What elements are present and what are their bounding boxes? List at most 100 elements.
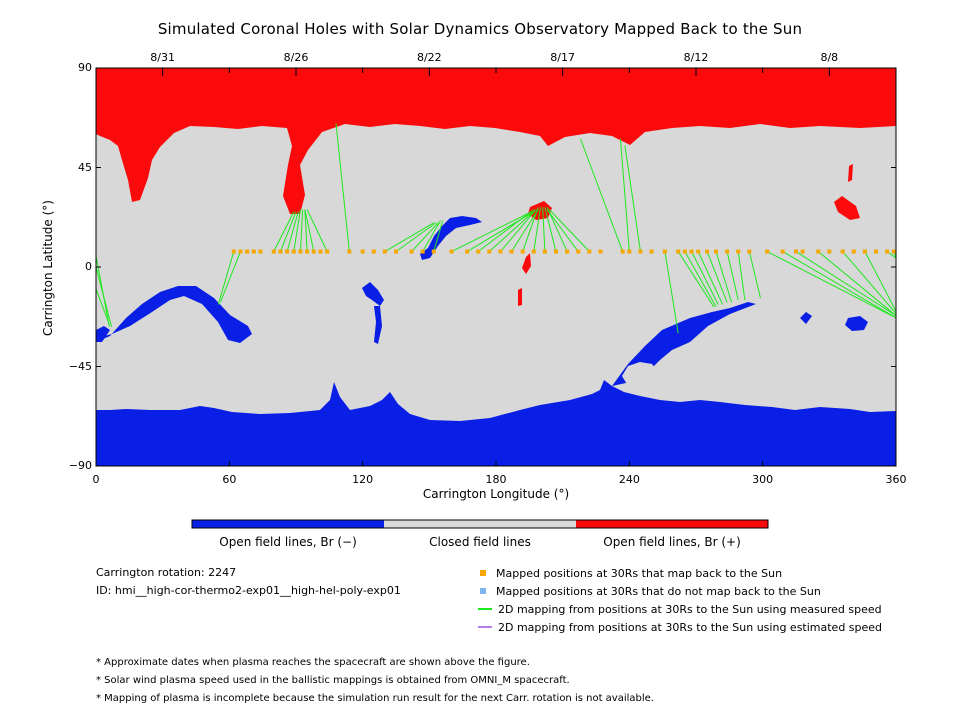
run-id: ID: hmi__high-cor-thermo2-exp01__high-he… xyxy=(96,584,401,597)
mapping-line xyxy=(511,209,539,252)
mapping-line xyxy=(95,288,110,325)
mapped-point xyxy=(231,249,236,254)
mapped-point xyxy=(714,249,718,254)
date-tick-label: 8/8 xyxy=(820,51,839,64)
mapped-point xyxy=(449,249,454,254)
note-incomplete: * Mapping of plasma is incomplete becaus… xyxy=(96,693,654,704)
mapped-point xyxy=(394,249,398,254)
legend-estimated: 2D mapping from positions at 30Rs to the… xyxy=(478,619,882,635)
x-tick-label: 300 xyxy=(752,473,774,486)
note-dates: * Approximate dates when plasma reaches … xyxy=(96,657,530,668)
mapping-line xyxy=(737,251,746,301)
mapped-point xyxy=(238,249,243,254)
mapped-point xyxy=(298,249,303,254)
mapping-line xyxy=(546,209,579,252)
mapping-line xyxy=(766,251,897,319)
mapping-line xyxy=(451,211,532,252)
legend-mapped-label: Mapped positions at 30Rs that map back t… xyxy=(496,566,783,580)
mapping-line xyxy=(697,251,724,305)
mapped-point xyxy=(827,249,832,254)
colorbar-negative xyxy=(192,520,384,528)
colorbar xyxy=(191,519,769,529)
carrington-rotation: Carrington rotation: 2247 xyxy=(96,566,237,579)
mapped-point xyxy=(816,249,821,254)
legend-mapped-swatch xyxy=(480,570,486,576)
mapping-line xyxy=(748,251,761,299)
mapped-point xyxy=(409,249,414,254)
date-tick-label: 8/31 xyxy=(150,51,176,64)
mapped-point xyxy=(851,249,856,254)
open-negative-spot-small xyxy=(800,312,812,324)
mapping-line xyxy=(691,251,719,305)
mapped-point xyxy=(382,249,387,254)
open-negative-west xyxy=(96,286,252,343)
mapping-line xyxy=(522,207,539,252)
legend-measured-label: 2D mapping from positions at 30Rs to the… xyxy=(498,602,882,616)
chart-title: Simulated Coronal Holes with Solar Dynam… xyxy=(157,20,803,38)
mapped-point xyxy=(840,249,845,254)
mapped-point xyxy=(649,249,654,254)
open-negative-spot-mid xyxy=(362,282,384,306)
mapped-point xyxy=(780,249,785,254)
mapped-point xyxy=(360,249,365,254)
mapping-line xyxy=(488,209,537,252)
mapping-line xyxy=(542,207,546,252)
mapped-point xyxy=(542,249,547,254)
mapping-line xyxy=(579,138,624,252)
mapped-point xyxy=(736,249,741,254)
date-tick-label: 8/22 xyxy=(416,51,442,64)
mapped-point xyxy=(318,249,323,254)
mapped-point xyxy=(638,249,643,254)
mapped-point xyxy=(554,249,558,254)
x-tick-label: 180 xyxy=(485,473,507,486)
open-negative-south-cap xyxy=(96,380,896,466)
mapping-line xyxy=(706,251,728,303)
mapping-line xyxy=(279,211,297,252)
colorbar-label-positive: Open field lines, Br (+) xyxy=(603,535,741,549)
mapping-line xyxy=(286,211,299,252)
open-negative-spot-east xyxy=(845,316,868,331)
legend-estimated-label: 2D mapping from positions at 30Rs to the… xyxy=(498,620,883,634)
mapped-point xyxy=(251,249,256,254)
mapping-line xyxy=(864,251,897,312)
mapping-line xyxy=(304,209,308,252)
mapped-point xyxy=(794,249,798,254)
mapping-line xyxy=(306,209,328,252)
mapped-point xyxy=(565,249,570,254)
mapped-point xyxy=(305,249,310,254)
open-positive-sliver xyxy=(522,253,531,274)
mapping-line xyxy=(273,211,295,252)
mapping-line xyxy=(684,251,717,308)
mapped-point xyxy=(465,249,470,254)
mapping-line xyxy=(533,207,541,252)
mapped-point xyxy=(689,249,694,254)
open-negative-sliver-mid xyxy=(374,306,382,344)
mapping-line xyxy=(335,123,350,252)
mapped-point xyxy=(696,249,701,254)
mapped-point xyxy=(800,249,805,254)
legend-measured-swatch xyxy=(478,608,492,610)
legend-measured: 2D mapping from positions at 30Rs to the… xyxy=(478,601,882,617)
mapped-point xyxy=(531,249,536,254)
mapping-line xyxy=(842,251,897,314)
colorbar-label-closed: Closed field lines xyxy=(429,535,531,549)
mapping-line xyxy=(619,138,630,252)
mapping-line xyxy=(395,222,437,252)
mapping-line xyxy=(299,209,304,252)
mapped-point xyxy=(285,249,290,254)
mapped-point xyxy=(509,249,514,254)
mapped-point xyxy=(676,249,681,254)
legend-estimated-swatch xyxy=(478,626,492,628)
mapped-point xyxy=(747,249,752,254)
mapped-point xyxy=(291,249,296,254)
mapping-line xyxy=(477,209,535,252)
mapped-point xyxy=(765,249,770,254)
x-tick-label: 360 xyxy=(885,473,907,486)
open-positive-sliver-2 xyxy=(518,288,522,306)
y-tick-label: 45 xyxy=(78,160,92,174)
mapped-point xyxy=(891,249,896,254)
mapping-line xyxy=(795,251,897,317)
open-positive-north-cap xyxy=(96,68,896,214)
mapping-line xyxy=(677,251,715,308)
mapping-line xyxy=(219,251,241,303)
